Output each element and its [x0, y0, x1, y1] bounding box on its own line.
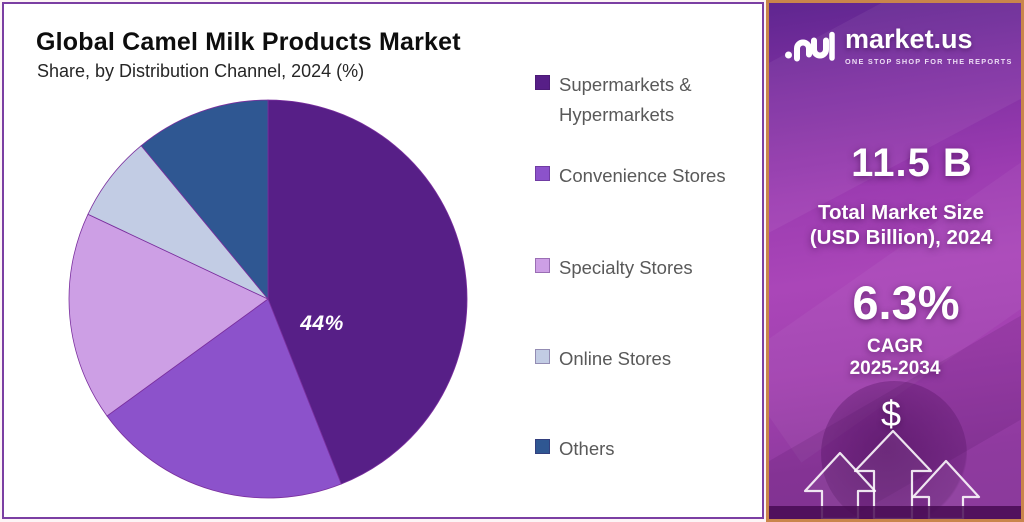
market-size-label: Total Market Size (USD Billion), 2024 — [769, 200, 1021, 250]
cagr-label-line1: CAGR — [867, 336, 923, 357]
legend-swatch-convenience — [535, 166, 550, 181]
legend-item-online: Online Stores — [535, 344, 671, 374]
pie-slice-4 — [140, 99, 269, 301]
legend-swatch-others — [535, 439, 550, 454]
market-size-label-line2: (USD Billion), 2024 — [809, 226, 993, 249]
market-size-value: 11.5 B — [851, 141, 973, 185]
legend-item-others: Others — [535, 434, 615, 464]
chart-legend: Supermarkets & Hypermarkets Convenience … — [535, 4, 763, 521]
cagr-label: CAGR 2025-2034 — [769, 336, 1021, 381]
brand-text-block: market.us ONE STOP SHOP FOR THE REPORTS — [845, 24, 1013, 67]
market-us-logo-icon — [785, 31, 835, 62]
pie-data-label: 44% — [300, 312, 344, 335]
brand-logo-row: market.us ONE STOP SHOP FOR THE REPORTS — [784, 25, 1013, 67]
legend-label: Specialty Stores — [559, 257, 693, 278]
brand-tagline: ONE STOP SHOP FOR THE REPORTS — [845, 57, 1013, 66]
pie-slice-0 — [267, 99, 468, 485]
pie-chart: 44% — [66, 97, 470, 501]
growth-arrows-icon — [803, 429, 981, 519]
pie-slice-2 — [68, 213, 269, 417]
brand-name: market.us — [845, 24, 973, 54]
arrow-up-left — [803, 451, 877, 519]
panel-bottom-strip — [769, 506, 1021, 519]
chart-card: Global Camel Milk Products Market Share,… — [2, 2, 764, 519]
legend-label: Convenience Stores — [559, 165, 726, 186]
chart-title: Global Camel Milk Products Market — [36, 28, 461, 56]
dollar-sign-icon: $ — [880, 393, 902, 434]
arrow-up-right — [911, 459, 981, 519]
legend-item-convenience: Convenience Stores — [535, 161, 726, 191]
cagr-value: 6.3% — [852, 276, 960, 329]
legend-label: Online Stores — [559, 348, 672, 369]
legend-swatch-online — [535, 349, 550, 364]
legend-swatch-specialty — [535, 258, 550, 273]
pie-chart-svg — [68, 99, 468, 499]
market-size-label-line1: Total Market Size — [818, 201, 984, 224]
pie-slice-1 — [106, 298, 342, 499]
background-circle — [821, 381, 967, 519]
legend-label: Supermarkets & Hypermarkets — [559, 74, 692, 125]
legend-label: Others — [559, 438, 615, 459]
legend-item-supermarkets: Supermarkets & Hypermarkets — [535, 70, 759, 130]
legend-item-specialty: Specialty Stores — [535, 253, 693, 283]
cagr-label-line2: 2025-2034 — [849, 358, 941, 380]
chart-subtitle: Share, by Distribution Channel, 2024 (%) — [37, 61, 365, 81]
legend-swatch-supermarkets — [535, 75, 550, 90]
brand-side-panel: market.us ONE STOP SHOP FOR THE REPORTS … — [766, 0, 1024, 522]
